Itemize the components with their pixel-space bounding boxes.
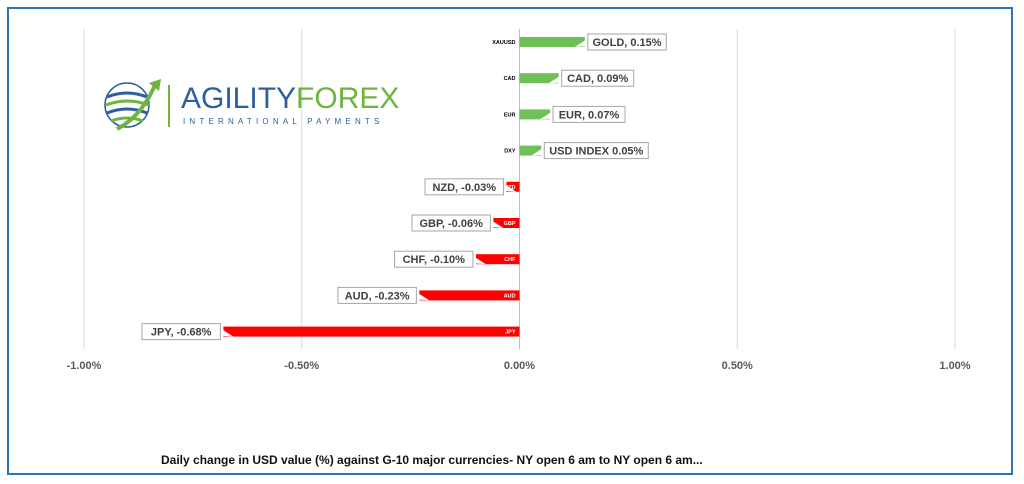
data-label-callout bbox=[574, 38, 589, 47]
data-label-box bbox=[424, 178, 504, 196]
data-label: JPY, -0.68% bbox=[151, 327, 212, 339]
data-label-callout bbox=[489, 219, 504, 228]
bar bbox=[223, 326, 520, 337]
chart-frame: -1.00% -0.50% 0.00% 0.50% 1.00% XAUUSD GOLD, 0… bbox=[7, 7, 1013, 475]
category-label: AUD bbox=[504, 293, 516, 299]
category-label: GBP bbox=[504, 221, 516, 227]
chart-caption: Daily change in USD value (%) against G-… bbox=[161, 453, 703, 467]
data-label-box bbox=[141, 323, 221, 341]
data-label: EUR, 0.07% bbox=[559, 109, 620, 121]
bar bbox=[475, 254, 520, 265]
bar-chart: -1.00% -0.50% 0.00% 0.50% 1.00% XAUUSD GOLD, 0… bbox=[67, 29, 971, 372]
data-label-box bbox=[543, 142, 649, 160]
data-label-callout bbox=[539, 110, 554, 120]
category-label: CHF bbox=[504, 257, 516, 263]
data-label-box bbox=[587, 33, 667, 51]
category-label: EUR bbox=[504, 112, 516, 118]
data-label-box bbox=[394, 250, 474, 268]
brand-tagline: INTERNATIONAL PAYMENTS bbox=[183, 117, 384, 126]
bar bbox=[519, 73, 559, 84]
category-label: JPY bbox=[505, 330, 516, 336]
x-tick-label: 0.50% bbox=[722, 360, 753, 372]
category-label: CAD bbox=[504, 76, 516, 82]
data-label-callout bbox=[502, 182, 517, 192]
data-label: AUD, -0.23% bbox=[345, 290, 410, 302]
data-label-box bbox=[411, 214, 491, 232]
data-label: GBP, -0.06% bbox=[419, 218, 483, 230]
bar bbox=[506, 181, 520, 192]
data-label: USD INDEX 0.05% bbox=[549, 146, 643, 158]
data-label: CAD, 0.09% bbox=[567, 73, 628, 85]
data-label-callout bbox=[471, 255, 486, 265]
data-label-callout bbox=[219, 327, 234, 337]
x-tick-label: -1.00% bbox=[67, 360, 102, 372]
x-tick-label: 0.00% bbox=[504, 360, 535, 372]
bar bbox=[519, 145, 542, 156]
data-label-box bbox=[552, 105, 626, 123]
data-label-box bbox=[561, 69, 635, 87]
data-label-callout bbox=[415, 291, 430, 301]
category-label: XAUUSD bbox=[492, 40, 515, 46]
agilityforex-logo: AGILITYFOREX INTERNATIONAL PAYMENTS bbox=[97, 77, 399, 133]
data-label-box bbox=[337, 286, 417, 304]
data-label-callout bbox=[548, 74, 563, 84]
bar bbox=[493, 218, 520, 228]
bar bbox=[419, 290, 520, 301]
data-label-callout bbox=[531, 146, 546, 156]
globe-arrow-icon bbox=[104, 79, 170, 131]
data-label: CHF, -0.10% bbox=[403, 254, 466, 266]
x-tick-label: 1.00% bbox=[939, 360, 970, 372]
data-label: NZD, -0.03% bbox=[432, 182, 496, 194]
category-label: DXY bbox=[504, 149, 516, 155]
x-tick-label: -0.50% bbox=[284, 360, 319, 372]
brand-part1: AGILITY bbox=[181, 82, 297, 115]
data-label: GOLD, 0.15% bbox=[592, 37, 661, 49]
brand-part2: FOREX bbox=[296, 82, 400, 115]
bar bbox=[519, 37, 585, 47]
bar bbox=[519, 109, 550, 120]
brand-name: AGILITYFOREX bbox=[181, 83, 399, 115]
